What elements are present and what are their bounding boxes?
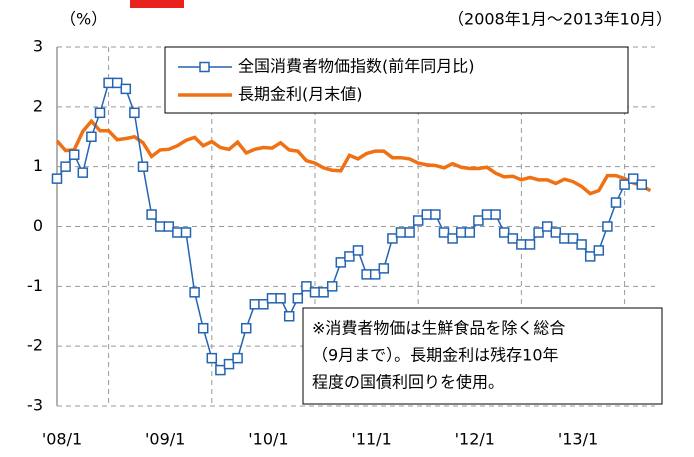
point-marker [240,322,252,334]
point-marker [593,245,605,256]
x-tick-label: '08/1 [42,430,82,449]
y-tick-label: 0 [33,216,43,235]
point-marker [51,173,63,184]
point-marker [490,209,501,220]
x-tick-label: '11/1 [351,430,391,449]
point-marker [129,107,140,119]
point-marker [524,239,536,250]
period-label: （2008年1月～2013年10月） [448,10,672,29]
point-marker [516,239,527,250]
legend-marker [199,61,210,73]
point-marker [344,251,355,262]
point-marker [361,269,372,280]
y-tick-label: 3 [33,37,43,56]
point-marker [266,293,278,304]
point-marker [473,215,484,226]
point-marker [378,263,390,274]
y-tick-label: -2 [27,336,43,355]
legend-label: 全国消費者物価指数(前年同月比) [238,57,475,76]
point-marker [627,173,639,184]
point-marker [567,233,579,244]
point-marker [197,322,209,334]
header-fragment [130,0,184,8]
point-marker [438,227,450,238]
point-marker [180,227,192,238]
point-marker [481,209,493,220]
legend-box [164,46,629,114]
y-tick-label: -1 [27,276,43,295]
point-marker [395,227,407,238]
point-marker [292,293,304,304]
point-marker [369,269,381,280]
point-marker [206,352,218,364]
point-marker [576,239,587,250]
point-marker [86,131,97,142]
point-marker [412,215,424,226]
point-marker [172,227,183,238]
x-tick-label: '10/1 [248,430,288,449]
point-marker [455,227,467,238]
point-marker [352,245,364,256]
x-tick-label: '09/1 [145,430,185,449]
point-marker [507,233,519,244]
point-marker [215,364,226,376]
point-marker [610,197,622,208]
point-marker [232,352,243,364]
x-tick-label: '12/1 [455,430,495,449]
point-marker [421,209,433,220]
point-marker [146,209,157,220]
point-marker [189,287,200,298]
legend-label: 長期金利(月末値) [238,85,363,104]
point-marker [275,293,286,304]
annotation-text: 程度の国債利回りを使用。 [312,373,504,392]
point-marker [301,281,312,292]
point-marker [387,233,398,244]
point-marker [636,179,648,190]
point-marker [77,167,89,178]
point-marker [60,161,71,172]
point-marker [103,77,114,89]
point-marker [404,227,415,238]
point-marker [258,299,269,310]
point-marker [498,227,510,238]
point-marker [464,227,476,238]
point-marker [602,221,613,232]
point-marker [559,233,570,244]
y-tick-label: -3 [27,396,43,415]
y-tick-label: 1 [33,156,43,175]
point-marker [619,179,630,190]
point-marker [533,227,544,238]
point-marker [249,299,261,310]
point-marker [120,83,132,95]
point-marker [223,358,235,370]
annotation-text: ※消費者物価は生鮮食品を除く総合 [312,319,565,338]
point-marker [335,257,347,268]
point-marker [94,107,106,119]
point-marker [283,311,295,322]
point-marker [163,221,175,232]
point-marker [137,161,149,172]
unit-label: （%） [60,10,107,29]
annotation-box [302,307,663,405]
point-marker [541,221,553,232]
point-marker [447,233,458,244]
point-marker [326,281,338,292]
point-marker [154,221,166,232]
point-marker [309,287,321,298]
point-marker [550,227,562,238]
y-tick-label: 2 [33,96,43,115]
point-marker [111,77,123,89]
point-marker [430,209,441,220]
point-marker [318,287,329,298]
x-tick-label: '13/1 [558,430,598,449]
point-marker [584,251,596,262]
point-marker [68,149,80,160]
series-line [55,118,652,196]
annotation-text: （9月まで）。長期金利は残存10年 [312,346,559,365]
